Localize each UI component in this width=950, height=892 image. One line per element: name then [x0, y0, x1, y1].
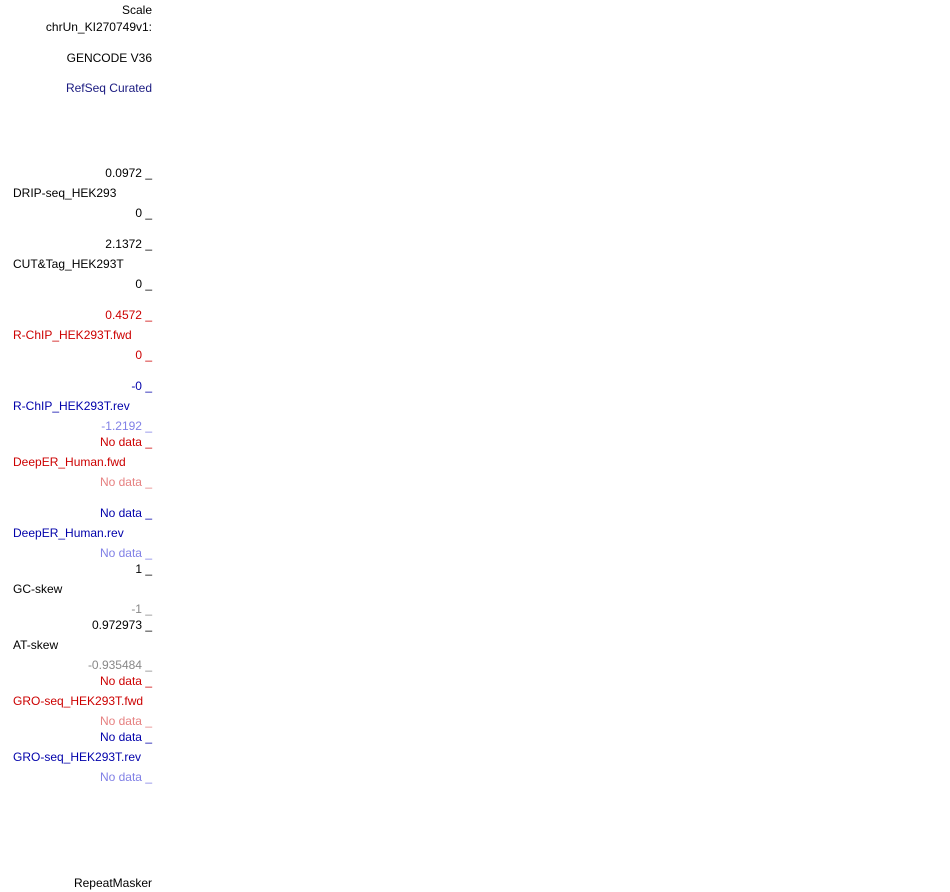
scale-label: Scale [121, 3, 152, 17]
axis-max-label: -0 _ [131, 379, 152, 393]
axis-max-label: No data _ [99, 435, 152, 449]
axis-min-label: 0 _ [135, 348, 152, 362]
track-label[interactable]: RepeatMasker [73, 876, 152, 890]
axis-max-label: No data _ [99, 730, 152, 744]
axis-max-label: 0.4572 _ [105, 308, 152, 322]
axis-min-label: -1.2192 _ [101, 419, 152, 433]
track-label[interactable]: R-ChIP_HEK293T.fwd [13, 328, 132, 342]
axis-max-label: 0.0972 _ [105, 166, 152, 180]
axis-min-label: No data _ [99, 546, 152, 560]
axis-min-label: -0.935484 _ [87, 658, 152, 672]
track-label[interactable]: DeepER_Human.fwd [13, 455, 126, 469]
axis-min-label: 0 _ [135, 206, 152, 220]
track-label[interactable]: CUT&Tag_HEK293T [13, 257, 124, 271]
track-label[interactable]: GRO-seq_HEK293T.fwd [13, 694, 144, 708]
axis-max-label: 1 _ [135, 562, 152, 576]
axis-max-label: No data _ [99, 506, 152, 520]
chrom-label: chrUn_KI270749v1: [45, 20, 152, 34]
axis-max-label: 2.1372 _ [105, 237, 152, 251]
track-label[interactable]: AT-skew [13, 638, 59, 652]
track-label[interactable]: DeepER_Human.rev [13, 526, 124, 540]
track-label[interactable]: GENCODE V36 [66, 51, 152, 65]
axis-min-label: No data _ [99, 770, 152, 784]
axis-min-label: 0 _ [135, 277, 152, 291]
track-label[interactable]: DRIP-seq_HEK293 [13, 186, 117, 200]
axis-min-label: -1 _ [131, 602, 152, 616]
track-label[interactable]: RefSeq Curated [65, 81, 152, 95]
axis-min-label: No data _ [99, 475, 152, 489]
axis-max-label: No data _ [99, 674, 152, 688]
track-label[interactable]: GC-skew [13, 582, 63, 596]
track-label[interactable]: R-ChIP_HEK293T.rev [13, 399, 130, 413]
axis-min-label: No data _ [99, 714, 152, 728]
axis-max-label: 0.972973 _ [91, 618, 152, 632]
track-label[interactable]: GRO-seq_HEK293T.rev [13, 750, 142, 764]
